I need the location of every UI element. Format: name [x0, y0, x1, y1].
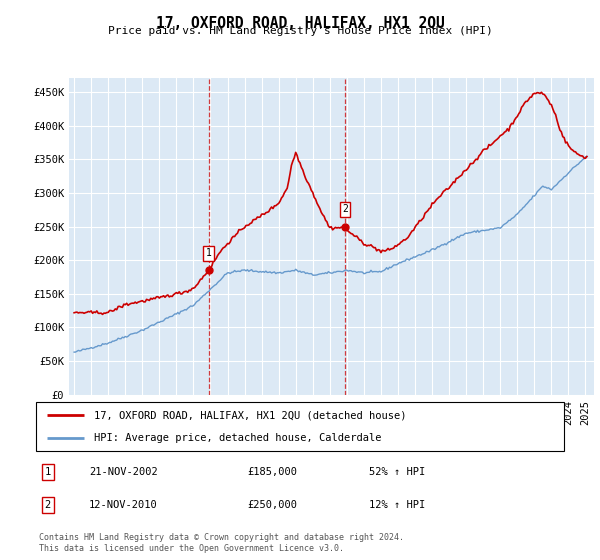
Text: Contains HM Land Registry data © Crown copyright and database right 2024.
This d: Contains HM Land Registry data © Crown c… — [39, 533, 404, 553]
Text: 21-NOV-2002: 21-NOV-2002 — [89, 467, 158, 477]
Text: 2: 2 — [342, 204, 348, 214]
Text: £185,000: £185,000 — [247, 467, 297, 477]
Text: HPI: Average price, detached house, Calderdale: HPI: Average price, detached house, Cald… — [94, 433, 382, 444]
Text: 12-NOV-2010: 12-NOV-2010 — [89, 500, 158, 510]
Text: 1: 1 — [206, 248, 212, 258]
Text: £250,000: £250,000 — [247, 500, 297, 510]
Text: Price paid vs. HM Land Registry's House Price Index (HPI): Price paid vs. HM Land Registry's House … — [107, 26, 493, 36]
Text: 17, OXFORD ROAD, HALIFAX, HX1 2QU (detached house): 17, OXFORD ROAD, HALIFAX, HX1 2QU (detac… — [94, 410, 407, 421]
Text: 12% ↑ HPI: 12% ↑ HPI — [368, 500, 425, 510]
Text: 1: 1 — [44, 467, 51, 477]
Text: 17, OXFORD ROAD, HALIFAX, HX1 2QU: 17, OXFORD ROAD, HALIFAX, HX1 2QU — [155, 16, 445, 31]
Text: 2: 2 — [44, 500, 51, 510]
Text: 52% ↑ HPI: 52% ↑ HPI — [368, 467, 425, 477]
